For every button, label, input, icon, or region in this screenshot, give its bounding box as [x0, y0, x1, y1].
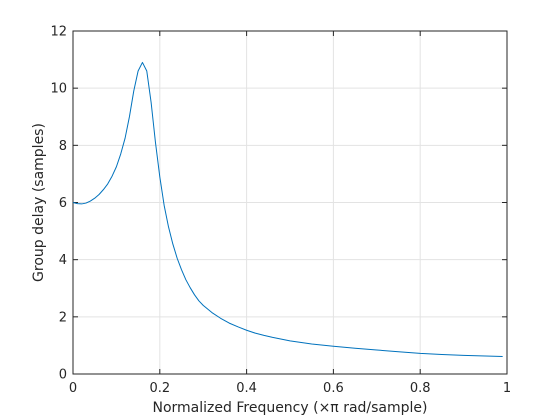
x-axis-label: Normalized Frequency (×π rad/sample) — [153, 400, 428, 416]
y-tick-label: 8 — [59, 139, 67, 154]
grid-layer — [72, 30, 508, 375]
y-tick-label: 0 — [59, 368, 67, 383]
x-tick-label: 0.8 — [410, 381, 431, 396]
y-tick-label: 10 — [50, 82, 67, 97]
series-line — [72, 61, 503, 358]
y-tick-label: 4 — [59, 253, 67, 268]
y-tick-label: 6 — [59, 196, 67, 211]
x-tick-label: 1 — [503, 381, 511, 396]
y-axis-label: Group delay (samples) — [31, 123, 47, 282]
x-tick-label: 0.6 — [323, 381, 344, 396]
y-tick-label: 2 — [59, 310, 67, 325]
x-tick-label: 0.2 — [149, 381, 170, 396]
y-tick-label: 12 — [50, 25, 67, 40]
x-tick-label: 0.4 — [236, 381, 257, 396]
series-layer — [72, 61, 503, 358]
x-tick-label: 0 — [69, 381, 77, 396]
